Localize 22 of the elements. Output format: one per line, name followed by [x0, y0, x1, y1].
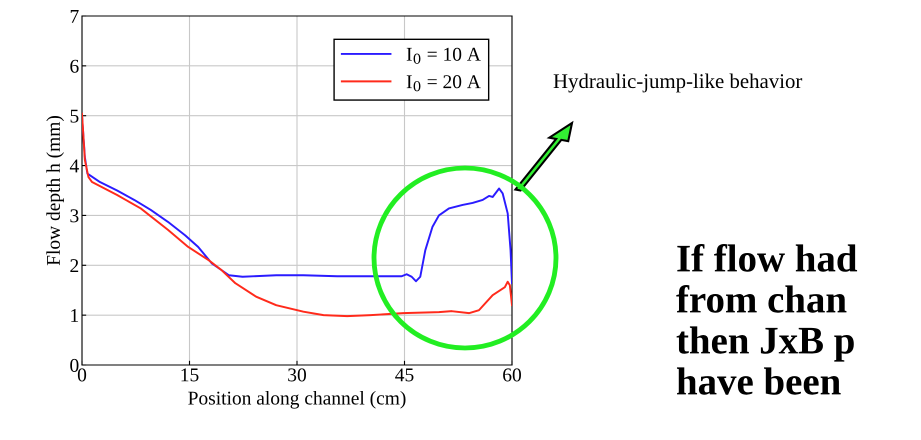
text: from chan	[676, 284, 846, 313]
text: If flow had	[677, 244, 858, 272]
text: Hydraulic-jump-like behavior	[554, 74, 802, 92]
y-tick-label: 2	[70, 259, 78, 272]
y-axis-title: Flow depth h (mm)	[46, 116, 64, 266]
y-tick-label: 4	[70, 160, 79, 172]
legend-label: I$_{0}$ = 20 A	[406, 75, 481, 92]
x-tick-label: 60	[503, 368, 521, 382]
y-tick-label: 1	[71, 309, 78, 322]
legend-label: I$_{0}$ = 10 A	[406, 48, 481, 64]
text: then JxB p	[676, 326, 854, 362]
y-tick-label: 7	[70, 10, 79, 23]
x-tick-label: 45	[395, 368, 414, 382]
y-tick-label: 6	[70, 60, 79, 73]
y-tick-label: 0	[70, 358, 78, 372]
line-series	[82, 112, 512, 318]
x-tick-label: 30	[288, 368, 306, 382]
x-tick-label: 15	[181, 368, 198, 382]
x-axis-title: Position along channel (cm)	[188, 390, 406, 409]
text: have been	[676, 367, 841, 395]
y-tick-label: 3	[70, 209, 78, 222]
y-tick-label: 5	[70, 110, 78, 123]
